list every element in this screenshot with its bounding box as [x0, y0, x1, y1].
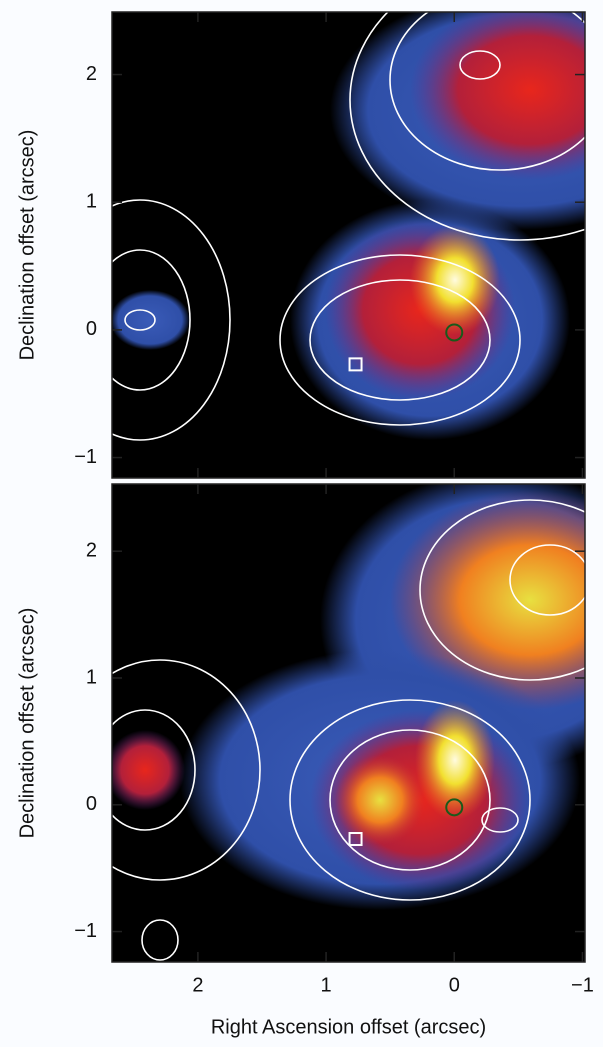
marker-square — [348, 357, 363, 372]
y-tick-label: 1 — [86, 666, 97, 688]
y-tick-label: −1 — [74, 446, 97, 468]
y-tick-label: −1 — [74, 920, 97, 942]
marker-circle — [445, 323, 464, 342]
x-tick-label: 1 — [321, 974, 332, 996]
y-tick-label: 0 — [86, 793, 97, 815]
y-tick-label: 0 — [86, 318, 97, 340]
panel-image — [112, 12, 585, 478]
marker-circle — [445, 798, 464, 817]
panel-frame — [111, 11, 586, 479]
y-axis-label: Declination offset (arcsec) — [16, 608, 38, 839]
y-tick-label: 2 — [86, 539, 97, 561]
x-tick-label: −1 — [571, 974, 594, 996]
panel-frame — [111, 483, 586, 963]
marker-square — [348, 832, 363, 847]
panel-image — [112, 484, 585, 962]
x-tick-label: 0 — [449, 974, 460, 996]
x-axis-label: Right Ascension offset (arcsec) — [211, 1016, 486, 1038]
x-tick-label: 2 — [192, 974, 203, 996]
y-tick-label: 1 — [86, 191, 97, 213]
y-tick-label: 2 — [86, 63, 97, 85]
y-axis-label: Declination offset (arcsec) — [16, 130, 38, 361]
